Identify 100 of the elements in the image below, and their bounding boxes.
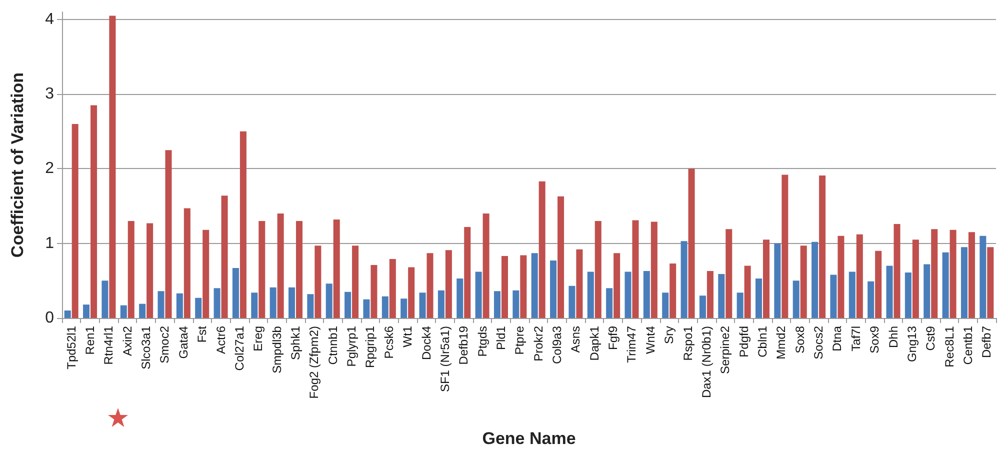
x-tick-label: Sry — [662, 326, 676, 344]
y-tick-label: 2 — [45, 160, 54, 178]
x-tick-label: Ren1 — [83, 326, 98, 355]
bar — [520, 255, 527, 318]
bar — [128, 220, 134, 318]
bar — [662, 292, 669, 318]
bar — [812, 242, 818, 318]
x-tick-label: Socs2 — [812, 326, 826, 360]
bar — [370, 265, 378, 318]
x-tick-label: Trim47 — [624, 326, 639, 363]
bar — [277, 214, 284, 318]
bar — [744, 266, 751, 318]
x-tick-label: Rtn4rl1 — [102, 326, 116, 365]
x-tick-label: Fgf9 — [606, 326, 620, 350]
bar — [942, 252, 949, 318]
x-tick-label: Ptgds — [475, 326, 490, 357]
bar — [445, 250, 452, 318]
bar — [83, 304, 90, 318]
bar — [333, 219, 340, 318]
bar — [950, 230, 956, 318]
bar — [214, 288, 220, 318]
y-tick-label: 4 — [45, 10, 54, 28]
bar — [904, 272, 912, 318]
bar — [736, 292, 744, 318]
bar — [146, 223, 154, 318]
bar — [706, 270, 714, 318]
x-tick-label: Pglyrp1 — [344, 326, 359, 367]
bar — [875, 250, 882, 318]
x-tick-label: Cbln1 — [756, 326, 770, 358]
bar — [792, 280, 800, 318]
bar — [531, 253, 538, 318]
x-tick-label: Slco3a1 — [139, 326, 154, 370]
x-tick-label: Fog2 (Zfpm2) — [307, 326, 322, 399]
bar — [464, 226, 471, 318]
x-tick-label: Sox8 — [792, 326, 807, 354]
bar — [576, 249, 583, 318]
bar — [389, 259, 396, 318]
bar — [139, 304, 146, 318]
x-tick-label: Axin2 — [120, 326, 134, 356]
bar — [912, 240, 919, 318]
bar — [202, 230, 210, 318]
bar — [232, 268, 239, 318]
bar — [270, 287, 276, 318]
x-tick-label: Ereg — [251, 326, 266, 352]
x-tick-label: Ctnnb1 — [326, 326, 340, 365]
bar — [606, 288, 613, 318]
x-tick-label: Taf7l — [848, 326, 863, 352]
bar — [568, 286, 576, 318]
x-tick-label: Sphk1 — [288, 326, 302, 360]
x-tick-label: Tpd52l1 — [64, 326, 78, 370]
bar — [868, 281, 874, 318]
x-tick-label: Rpgrip1 — [363, 326, 378, 368]
x-tick-label: Centb1 — [960, 326, 975, 365]
bar — [352, 246, 359, 318]
x-tick-label: Prokr2 — [531, 326, 546, 362]
bar — [886, 266, 893, 318]
bar — [650, 222, 658, 318]
bar — [438, 290, 444, 318]
bar — [680, 241, 688, 318]
x-tick-label: Asns — [568, 326, 583, 353]
bar — [819, 175, 826, 318]
x-tick-label: Sox9 — [868, 326, 882, 354]
bar — [538, 181, 546, 318]
x-tick-label: Dtna — [830, 326, 844, 352]
bar — [158, 291, 164, 318]
bar — [326, 284, 332, 318]
bar — [109, 16, 116, 318]
bar — [980, 236, 986, 318]
bar — [382, 296, 388, 318]
x-tick-label: Gata4 — [176, 326, 190, 359]
bar — [688, 168, 695, 318]
bar — [931, 229, 938, 318]
bar — [494, 291, 500, 318]
x-tick-label: Dax1 (Nr0b1) — [699, 326, 714, 398]
bar — [400, 298, 408, 318]
bar — [102, 280, 108, 318]
bar — [165, 150, 172, 318]
bar — [838, 236, 844, 318]
bar — [987, 247, 994, 318]
bar — [550, 260, 557, 318]
bar — [475, 272, 482, 318]
x-tick-label: Wnt4 — [643, 326, 658, 354]
bar — [419, 292, 426, 318]
bar — [830, 274, 837, 318]
x-tick-label: Fst — [195, 325, 210, 343]
bar — [558, 196, 564, 318]
bar — [426, 253, 434, 318]
x-tick-label: Wt1 — [400, 326, 415, 348]
bar — [72, 124, 78, 318]
x-axis-title: Gene Name — [482, 429, 576, 448]
x-tick-label: Ptpre — [512, 326, 527, 355]
bar — [482, 214, 490, 318]
bar — [501, 256, 508, 318]
x-tick-label: Cst9 — [924, 326, 938, 351]
bar — [968, 232, 975, 318]
bar — [614, 253, 620, 318]
bar — [512, 290, 520, 318]
bar — [90, 105, 98, 318]
bar — [296, 220, 303, 318]
bar — [344, 292, 352, 318]
